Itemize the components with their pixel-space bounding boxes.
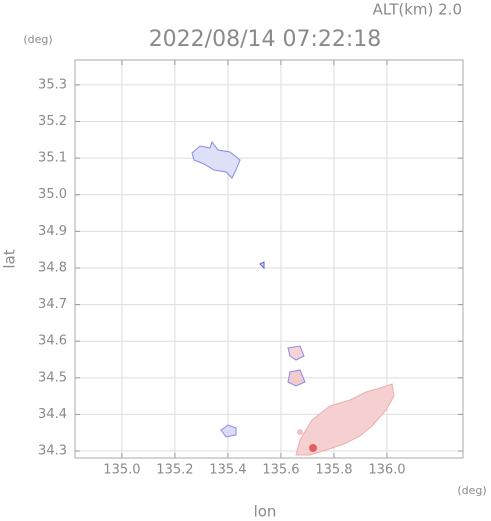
y-axis-label: lat (1, 249, 19, 268)
echo-blob (287, 345, 305, 361)
x-tick-label: 136.0 (368, 463, 405, 478)
plot-frame (74, 59, 464, 459)
x-tick-label: 135.6 (262, 463, 299, 478)
echo-regions (191, 140, 395, 456)
echo-blob (191, 140, 241, 179)
x-tick-label: 135.8 (315, 463, 352, 478)
x-tick-label: 135.4 (209, 463, 246, 478)
echo-blob (295, 383, 395, 456)
x-unit: (deg) (457, 484, 486, 497)
x-axis-label: lon (254, 503, 277, 521)
x-tick-label: 135.0 (103, 463, 140, 478)
chart-title: 2022/08/14 07:22:18 (149, 27, 382, 52)
y-tick-label: 34.9 (38, 224, 67, 239)
y-tick-label: 34.6 (38, 334, 67, 349)
x-tick-label: 135.2 (156, 463, 193, 478)
echo-blob (287, 369, 306, 387)
y-tick-label: 34.8 (38, 260, 67, 275)
y-tick-label: 35.0 (38, 187, 67, 202)
y-tick-label: 34.4 (38, 407, 67, 422)
y-tick-label: 35.1 (38, 151, 67, 166)
y-tick-label: 35.2 (38, 114, 67, 129)
echo-core (297, 429, 303, 435)
y-tick-label: 35.3 (38, 77, 67, 92)
echo-blob (220, 424, 237, 438)
y-tick-label: 34.7 (38, 297, 67, 312)
plot-area: 135.0 135.2 135.4 135.6 135.8 136.0 35.3 35.2 35… (38, 59, 464, 478)
y-unit: (deg) (23, 33, 52, 46)
altitude-label: ALT(km) 2.0 (373, 1, 462, 19)
echo-blob (259, 261, 265, 270)
echo-core (309, 444, 317, 452)
y-tick-label: 34.3 (38, 444, 67, 459)
y-tick-label: 34.5 (38, 370, 67, 385)
